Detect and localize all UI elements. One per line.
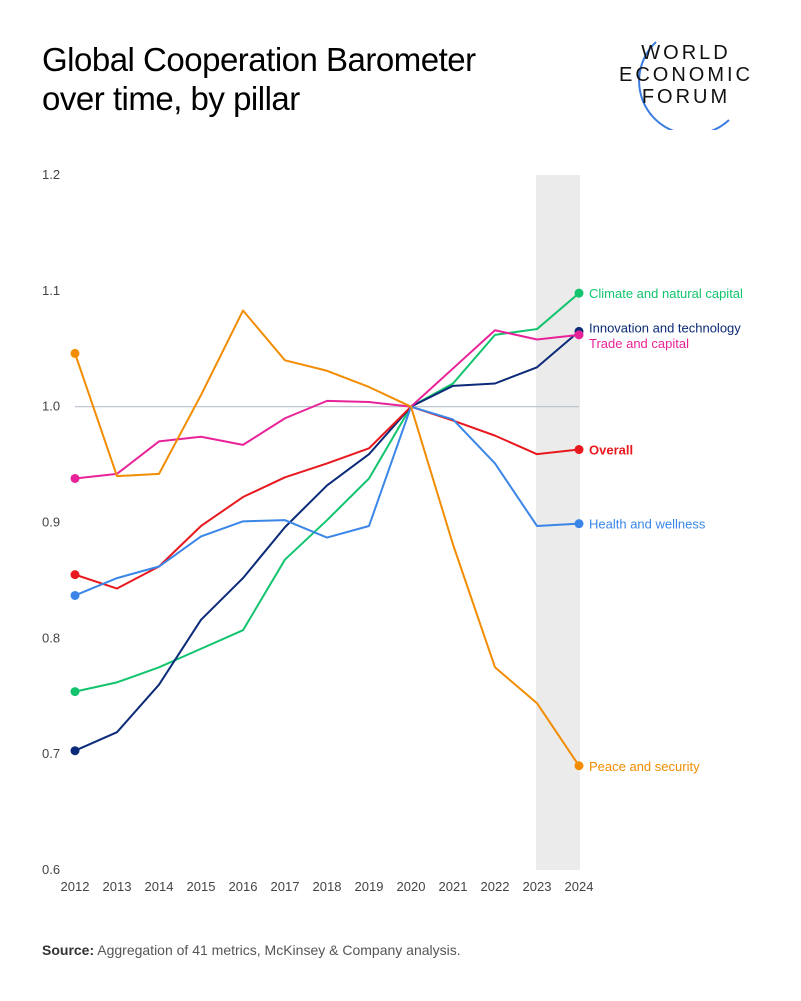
series-line	[74, 309, 580, 767]
series-end-point	[574, 519, 584, 529]
x-tick-label: 2020	[397, 879, 426, 894]
series-start-point	[70, 570, 80, 580]
series-start-point	[70, 590, 80, 600]
series-end-point	[574, 330, 584, 340]
x-tick-label: 2015	[187, 879, 216, 894]
series-start-point	[70, 473, 80, 483]
y-tick-label: 0.7	[42, 746, 60, 761]
x-tick-label: 2023	[523, 879, 552, 894]
series-line	[74, 330, 580, 752]
series-start-point	[70, 746, 80, 756]
highlight-band	[536, 175, 580, 870]
y-tick-label: 1.1	[42, 283, 60, 298]
series-label: Innovation and technology	[589, 320, 741, 335]
logo-text-3: FORUM	[641, 86, 731, 108]
series-start-point	[70, 687, 80, 697]
series-line	[74, 292, 580, 693]
series-end-point	[574, 288, 584, 298]
logo-text-1: WORLD	[641, 42, 731, 64]
y-tick-label: 0.8	[42, 630, 60, 645]
title-line-1: Global Cooperation Barometer	[42, 41, 476, 78]
x-tick-label: 2013	[103, 879, 132, 894]
x-tick-label: 2012	[61, 879, 90, 894]
series-line	[74, 405, 580, 597]
series-label: Overall	[589, 443, 633, 458]
x-tick-label: 2017	[271, 879, 300, 894]
wef-logo: WORLD ECONOMIC FORUM	[606, 40, 776, 130]
series-line	[74, 329, 580, 480]
x-tick-label: 2022	[481, 879, 510, 894]
y-tick-label: 0.9	[42, 515, 60, 530]
x-tick-label: 2018	[313, 879, 342, 894]
logo-arc-icon	[638, 41, 730, 130]
y-tick-label: 0.6	[42, 862, 60, 877]
series-start-point	[70, 348, 80, 358]
series-label: Health and wellness	[589, 517, 706, 532]
logo-text-2: ECONOMIC	[619, 64, 753, 86]
series-label: Trade and capital	[589, 336, 689, 351]
title-line-2: over time, by pillar	[42, 80, 300, 117]
y-tick-label: 1.2	[42, 167, 60, 182]
x-tick-label: 2014	[145, 879, 174, 894]
chart-title: Global Cooperation Barometer over time, b…	[42, 40, 476, 118]
y-tick-label: 1.0	[42, 399, 60, 414]
x-tick-label: 2024	[565, 879, 594, 894]
source-note: Source: Aggregation of 41 metrics, McKin…	[42, 942, 461, 958]
series-line	[74, 405, 580, 590]
series-end-point	[574, 445, 584, 455]
series-end-point	[574, 761, 584, 771]
x-tick-label: 2019	[355, 879, 384, 894]
series-label: Climate and natural capital	[589, 286, 743, 301]
source-text: Aggregation of 41 metrics, McKinsey & Co…	[94, 942, 461, 958]
series-label: Peace and security	[589, 759, 700, 774]
x-tick-label: 2016	[229, 879, 258, 894]
source-label: Source:	[42, 942, 95, 958]
x-tick-label: 2021	[439, 879, 468, 894]
